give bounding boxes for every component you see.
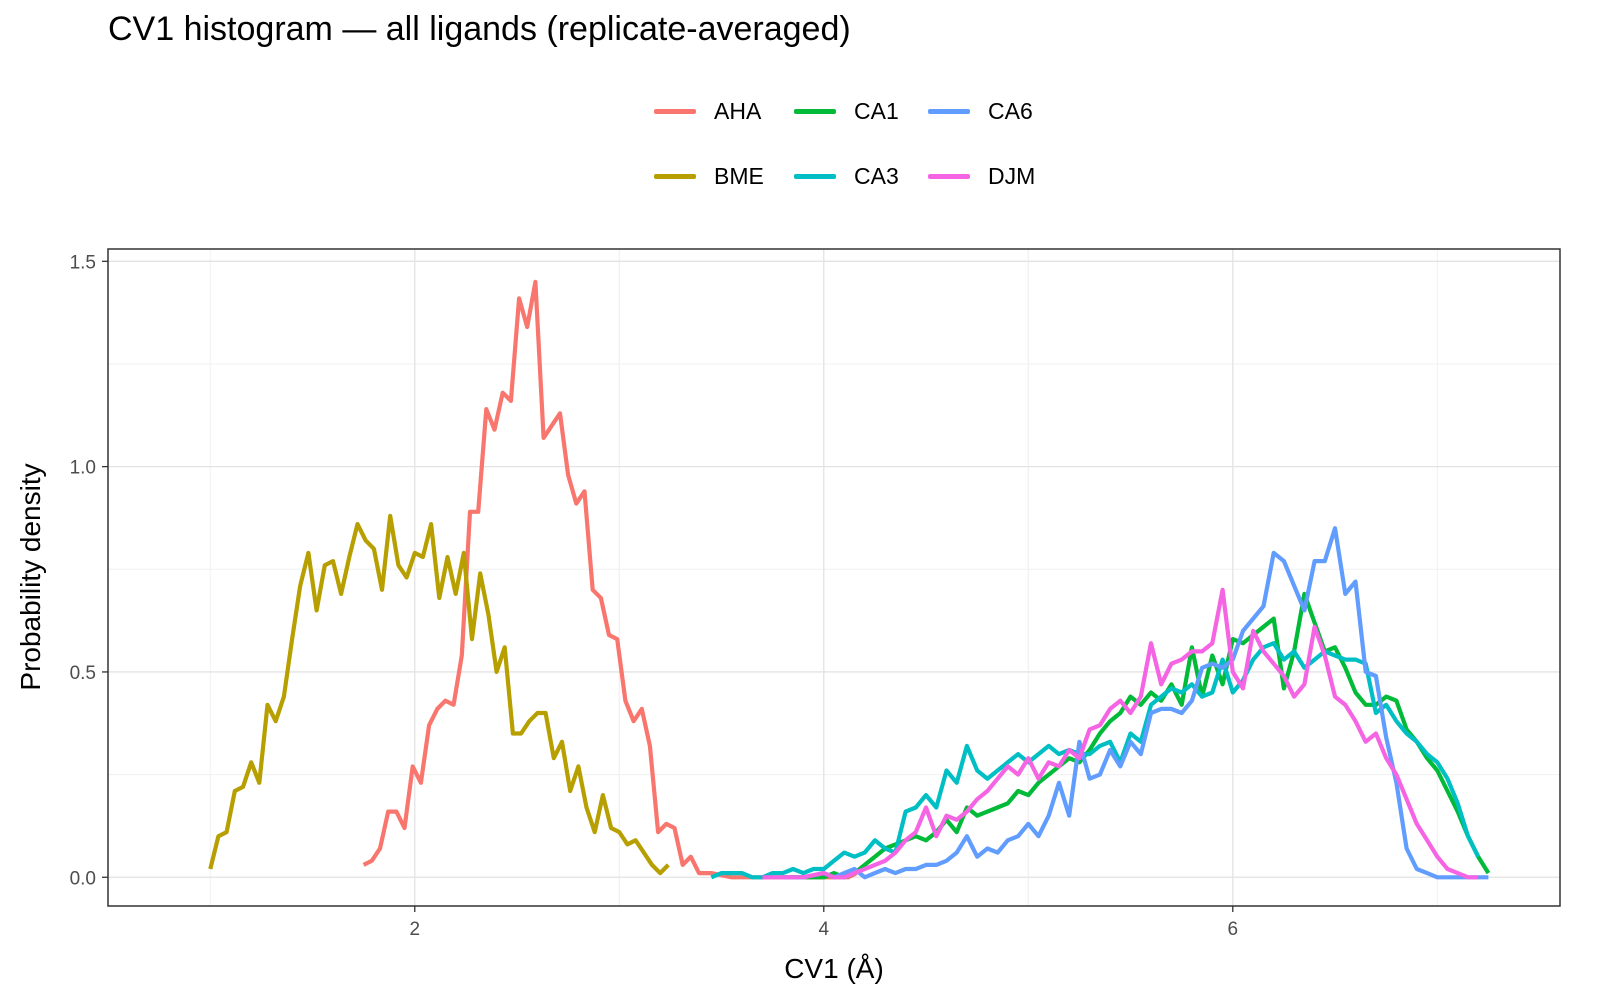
legend-swatch (928, 108, 970, 114)
series-line-ca6 (782, 526, 1489, 880)
legend-label: BME (714, 162, 764, 189)
y-tick-label: 0.5 (70, 663, 96, 684)
legend-swatch (928, 173, 970, 179)
legend-item-bme: BME (654, 156, 764, 196)
grid (108, 249, 1560, 906)
legend-swatch (654, 108, 696, 114)
legend-swatch (794, 108, 836, 114)
x-tick-label: 2 (409, 919, 420, 940)
legend-item-djm: DJM (928, 156, 1035, 196)
legend-label: CA6 (988, 97, 1033, 124)
y-axis-title: Probability density (15, 463, 46, 690)
y-tick-label: 1.0 (70, 458, 96, 479)
panel-border (107, 248, 1561, 907)
legend-label: CA3 (854, 162, 899, 189)
series-line-djm (762, 587, 1479, 880)
x-tick-label: 6 (1227, 919, 1238, 940)
x-tick-label: 4 (818, 919, 829, 940)
legend-swatch (654, 173, 696, 179)
legend-item-ca1: CA1 (794, 91, 899, 131)
legend-label: CA1 (854, 97, 899, 124)
axis-ticks: 2 4 6 0.0 0.5 1.0 1.5 (70, 252, 1238, 940)
y-tick-label: 0.0 (70, 868, 96, 889)
series-line-ca3 (710, 641, 1481, 880)
legend-label: AHA (714, 97, 762, 124)
legend-label: DJM (988, 162, 1036, 189)
legend-swatch (794, 173, 836, 179)
y-tick-label: 1.5 (70, 252, 96, 273)
chart-title: CV1 histogram — all ligands (replicate-a… (108, 10, 851, 48)
legend-item-aha: AHA (654, 91, 761, 131)
x-axis-title: CV1 (Å) (784, 953, 884, 984)
series-line-aha (362, 279, 858, 880)
legend-item-ca3: CA3 (794, 156, 899, 196)
series-line-bme (208, 513, 670, 876)
legend-item-ca6: CA6 (928, 91, 1033, 131)
series-layer (208, 279, 1491, 880)
